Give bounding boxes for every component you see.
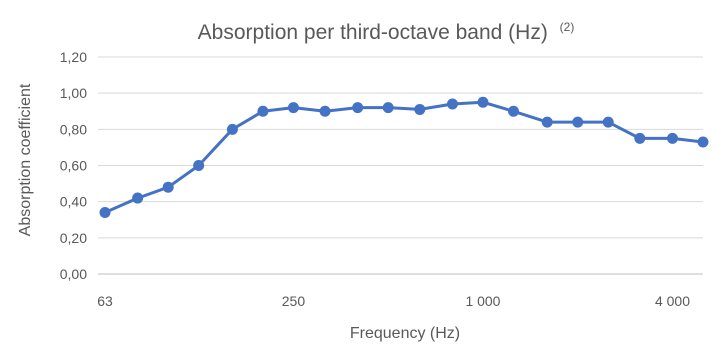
data-point bbox=[226, 123, 238, 135]
y-axis-title: Absorption coefficient bbox=[17, 83, 34, 236]
data-point bbox=[287, 102, 299, 114]
data-point bbox=[634, 132, 646, 144]
data-point bbox=[697, 136, 709, 148]
data-point bbox=[382, 102, 394, 114]
gridlines bbox=[98, 56, 703, 239]
data-point bbox=[352, 102, 364, 114]
data-point bbox=[446, 98, 458, 110]
data-point bbox=[257, 105, 269, 117]
data-point bbox=[319, 105, 331, 117]
y-tick-label: 0,20 bbox=[60, 230, 87, 246]
data-point bbox=[162, 181, 174, 193]
x-axis-title: Frequency (Hz) bbox=[350, 325, 460, 342]
x-tick-labels: 63 250 1 000 4 000 bbox=[97, 293, 690, 309]
chart-title-superscript: (2) bbox=[560, 20, 575, 34]
data-point bbox=[193, 160, 205, 171]
x-tick-label: 1 000 bbox=[465, 293, 500, 309]
y-tick-label: 0,80 bbox=[60, 121, 87, 137]
x-tick-label: 4 000 bbox=[655, 293, 690, 309]
data-point bbox=[541, 116, 553, 128]
data-point bbox=[602, 116, 614, 128]
y-tick-label: 1,00 bbox=[60, 85, 87, 101]
data-points bbox=[99, 96, 709, 219]
y-tick-label: 0,40 bbox=[60, 194, 87, 210]
data-point bbox=[572, 116, 584, 128]
y-tick-labels: 0,00 0,20 0,40 0,60 0,80 1,00 1,20 bbox=[60, 49, 87, 282]
y-tick-label: 1,20 bbox=[60, 49, 87, 65]
data-point bbox=[99, 207, 111, 219]
data-point bbox=[477, 96, 489, 108]
data-point bbox=[666, 132, 678, 144]
chart-title: Absorption per third-octave band (Hz) (2… bbox=[198, 20, 575, 44]
y-tick-label: 0,00 bbox=[60, 266, 87, 282]
y-tick-label: 0,60 bbox=[60, 158, 87, 174]
data-point bbox=[414, 103, 426, 115]
series-line bbox=[104, 100, 704, 214]
chart-title-main: Absorption per third-octave band (Hz) bbox=[198, 21, 548, 44]
x-tick-label: 250 bbox=[282, 293, 306, 309]
data-point bbox=[132, 192, 144, 204]
data-point bbox=[507, 105, 519, 117]
x-tick-label: 63 bbox=[97, 293, 113, 309]
